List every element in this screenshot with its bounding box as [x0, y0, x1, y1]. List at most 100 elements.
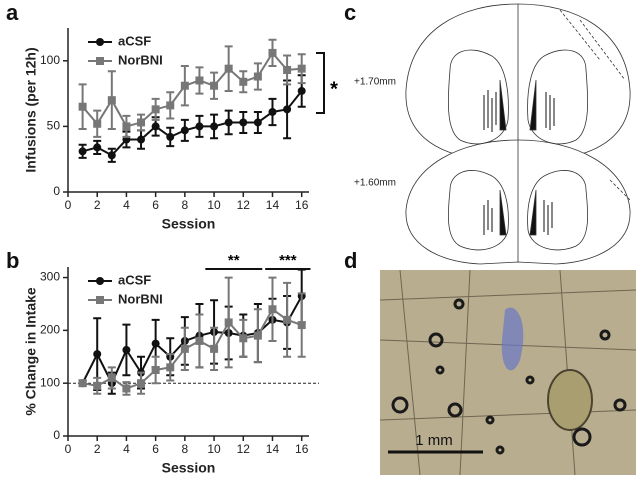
marker — [253, 331, 262, 340]
marker — [107, 96, 116, 105]
y-tick-label: 200 — [40, 323, 60, 337]
marker — [210, 122, 219, 131]
legend-marker — [96, 57, 104, 65]
marker — [239, 77, 248, 86]
marker — [137, 118, 146, 127]
marker — [210, 81, 219, 90]
y-tick-label: 0 — [53, 184, 60, 198]
marker — [283, 315, 292, 324]
legend-label: NorBNI — [118, 52, 163, 67]
series-line — [81, 51, 302, 128]
x-tick-label: 2 — [94, 442, 101, 456]
panel-label: c — [344, 0, 356, 25]
panel-label: b — [6, 248, 19, 273]
marker — [93, 143, 102, 152]
y-axis-label: Infusions (per 12h) — [23, 47, 39, 172]
marker — [93, 381, 102, 390]
marker — [122, 345, 131, 354]
marker — [268, 305, 277, 314]
marker — [137, 379, 146, 388]
y-axis-label: % Change in Intake — [23, 287, 39, 416]
significance-label: * — [330, 78, 338, 100]
x-tick-label: 12 — [237, 442, 251, 456]
x-tick-label: 2 — [94, 198, 101, 212]
marker — [210, 344, 219, 353]
significance-bracket — [316, 52, 325, 114]
x-tick-label: 14 — [266, 442, 280, 456]
y-tick-label: 300 — [40, 270, 60, 284]
x-axis-label: Session — [162, 216, 216, 232]
marker — [122, 122, 131, 131]
marker — [166, 363, 175, 372]
x-tick-label: 6 — [152, 198, 159, 212]
legend-marker — [96, 38, 104, 46]
x-tick-label: 0 — [65, 198, 72, 212]
x-tick-label: 10 — [207, 198, 221, 212]
marker — [151, 105, 160, 114]
series-line — [82, 307, 303, 390]
x-tick-label: 14 — [266, 198, 280, 212]
series-line — [82, 90, 303, 157]
x-tick-label: 8 — [182, 442, 189, 456]
marker — [180, 81, 189, 90]
legend-marker — [96, 277, 104, 285]
y-tick-label: 100 — [40, 53, 60, 67]
marker — [253, 118, 262, 127]
y-tick-label: 0 — [53, 428, 60, 442]
marker — [297, 321, 306, 330]
x-tick-label: 16 — [295, 442, 309, 456]
marker — [107, 151, 116, 160]
x-tick-label: 12 — [237, 198, 251, 212]
y-tick-label: 50 — [47, 119, 61, 133]
y-tick-label: 100 — [40, 375, 60, 389]
panel-label: d — [344, 248, 357, 273]
significance-label: *** — [279, 252, 297, 269]
marker — [151, 365, 160, 374]
x-tick-label: 8 — [182, 198, 189, 212]
marker — [93, 119, 102, 128]
marker — [180, 344, 189, 353]
marker — [78, 379, 87, 388]
marker — [224, 318, 233, 327]
legend-marker — [96, 296, 104, 304]
x-tick-label: 4 — [123, 198, 130, 212]
marker — [195, 336, 204, 345]
x-tick-label: 10 — [207, 442, 221, 456]
marker — [151, 339, 160, 348]
marker — [137, 135, 146, 144]
marker — [166, 101, 175, 110]
marker — [107, 373, 116, 382]
marker — [283, 65, 292, 74]
marker — [151, 122, 160, 131]
x-axis-label: Session — [162, 460, 216, 476]
x-tick-label: 6 — [152, 442, 159, 456]
panel-label: a — [6, 0, 19, 25]
marker — [122, 384, 131, 393]
marker — [239, 334, 248, 343]
marker — [239, 118, 248, 127]
legend-label: aCSF — [118, 272, 151, 287]
series-line — [81, 295, 303, 386]
significance-label: ** — [228, 252, 240, 269]
marker — [297, 64, 306, 73]
marker — [268, 48, 277, 57]
marker — [224, 118, 233, 127]
scale-bar-label: 1 mm — [415, 432, 453, 449]
marker — [268, 107, 277, 116]
marker — [180, 126, 189, 135]
micrograph — [379, 269, 637, 476]
section-label: +1.70mm — [354, 77, 396, 88]
marker — [78, 147, 87, 156]
marker — [253, 72, 262, 81]
marker — [224, 64, 233, 73]
brain-sections — [405, 3, 631, 265]
marker — [78, 102, 87, 111]
marker — [297, 86, 306, 95]
marker — [166, 132, 175, 141]
legend-label: NorBNI — [118, 291, 163, 306]
x-tick-label: 4 — [123, 442, 130, 456]
marker — [283, 105, 292, 114]
marker — [195, 76, 204, 85]
marker — [93, 350, 102, 359]
